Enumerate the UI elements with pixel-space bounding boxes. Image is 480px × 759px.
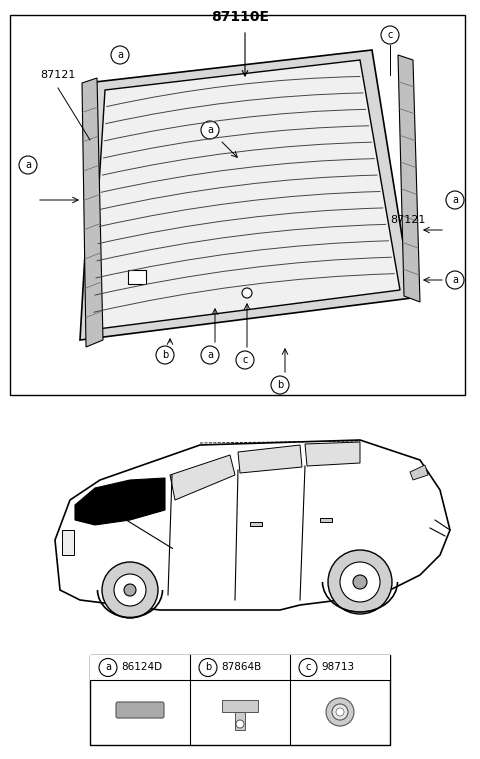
Bar: [62, 530, 74, 555]
Bar: [90, 655, 390, 680]
Bar: [250, 522, 262, 526]
Text: c: c: [387, 30, 393, 40]
Text: a: a: [105, 663, 111, 672]
Circle shape: [446, 191, 464, 209]
Text: 87110E: 87110E: [211, 10, 269, 24]
Text: b: b: [205, 663, 211, 672]
Polygon shape: [90, 60, 400, 330]
Text: a: a: [117, 50, 123, 60]
Circle shape: [271, 376, 289, 394]
Text: a: a: [207, 350, 213, 360]
Polygon shape: [305, 442, 360, 466]
Circle shape: [201, 346, 219, 364]
Circle shape: [201, 121, 219, 139]
Circle shape: [236, 720, 244, 728]
Polygon shape: [80, 50, 412, 340]
Bar: [235, 712, 245, 730]
Circle shape: [326, 698, 354, 726]
Circle shape: [114, 574, 146, 606]
Circle shape: [102, 562, 158, 618]
Circle shape: [340, 562, 380, 602]
Circle shape: [336, 708, 344, 716]
Circle shape: [124, 584, 136, 596]
Bar: [128, 270, 146, 284]
Circle shape: [332, 704, 348, 720]
Text: 87121: 87121: [40, 70, 75, 80]
Bar: [90, 655, 390, 745]
Circle shape: [236, 351, 254, 369]
Polygon shape: [238, 445, 302, 473]
Circle shape: [299, 659, 317, 676]
Circle shape: [446, 271, 464, 289]
Text: c: c: [242, 355, 248, 365]
Polygon shape: [82, 78, 103, 347]
Text: c: c: [305, 663, 311, 672]
Polygon shape: [410, 465, 428, 480]
Text: a: a: [25, 160, 31, 170]
Text: 98713: 98713: [321, 663, 354, 672]
Circle shape: [381, 26, 399, 44]
Polygon shape: [55, 440, 450, 610]
Polygon shape: [75, 478, 165, 525]
Circle shape: [19, 156, 37, 174]
Text: b: b: [162, 350, 168, 360]
Polygon shape: [398, 55, 420, 302]
Text: 87121: 87121: [390, 215, 425, 225]
Text: a: a: [452, 275, 458, 285]
Circle shape: [156, 346, 174, 364]
Circle shape: [199, 659, 217, 676]
Polygon shape: [170, 455, 235, 500]
FancyBboxPatch shape: [116, 702, 164, 718]
Bar: [222, 700, 258, 712]
Text: a: a: [452, 195, 458, 205]
Bar: [320, 518, 332, 522]
Circle shape: [242, 288, 252, 298]
Circle shape: [353, 575, 367, 589]
Text: 86124D: 86124D: [121, 663, 162, 672]
Text: a: a: [207, 125, 213, 135]
Circle shape: [99, 659, 117, 676]
Circle shape: [111, 46, 129, 64]
Circle shape: [328, 550, 392, 614]
Text: 87864B: 87864B: [221, 663, 261, 672]
Text: b: b: [277, 380, 283, 390]
Bar: [10, 15, 465, 395]
